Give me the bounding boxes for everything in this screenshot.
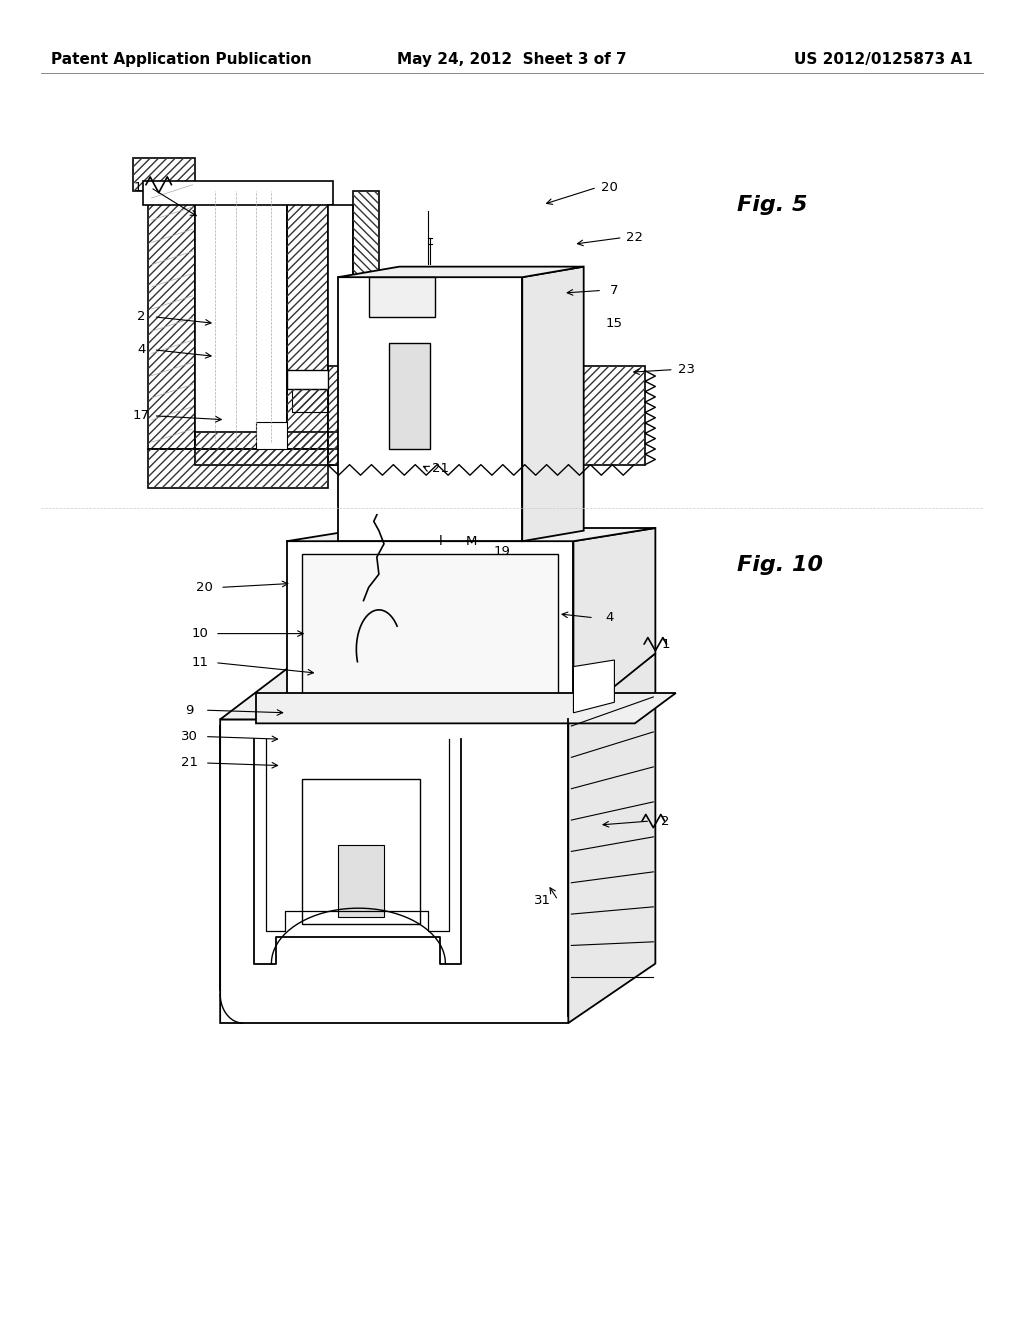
Polygon shape: [220, 719, 645, 1023]
Text: May 24, 2012  Sheet 3 of 7: May 24, 2012 Sheet 3 of 7: [397, 51, 627, 67]
FancyBboxPatch shape: [328, 205, 353, 449]
FancyBboxPatch shape: [143, 181, 333, 205]
Polygon shape: [287, 541, 573, 719]
FancyBboxPatch shape: [256, 422, 287, 449]
FancyBboxPatch shape: [338, 845, 384, 917]
Text: 7: 7: [610, 284, 618, 297]
Text: 17: 17: [133, 409, 150, 422]
Polygon shape: [522, 267, 584, 541]
Text: 22: 22: [627, 231, 643, 244]
Text: 4: 4: [605, 611, 613, 624]
Polygon shape: [338, 267, 584, 277]
Text: 19: 19: [494, 545, 510, 558]
Text: 11: 11: [191, 656, 208, 669]
Text: M: M: [465, 535, 477, 548]
Text: US 2012/0125873 A1: US 2012/0125873 A1: [794, 51, 973, 67]
Text: 2: 2: [662, 814, 670, 828]
Text: 1: 1: [134, 181, 142, 194]
Polygon shape: [573, 528, 655, 719]
Text: 21: 21: [181, 756, 198, 770]
Text: 31: 31: [535, 894, 551, 907]
FancyBboxPatch shape: [195, 191, 287, 449]
Text: 30: 30: [181, 730, 198, 743]
Text: 23: 23: [678, 363, 694, 376]
Text: 20: 20: [197, 581, 213, 594]
FancyBboxPatch shape: [369, 277, 435, 317]
Text: 21: 21: [432, 462, 449, 475]
FancyBboxPatch shape: [302, 779, 420, 924]
Polygon shape: [573, 660, 614, 713]
Text: Fig. 5: Fig. 5: [737, 194, 808, 215]
Text: l: l: [438, 535, 442, 548]
Text: 1: 1: [662, 638, 670, 651]
Text: 9: 9: [185, 704, 194, 717]
Text: Patent Application Publication: Patent Application Publication: [51, 51, 312, 67]
Polygon shape: [220, 653, 655, 719]
Text: 20: 20: [601, 181, 617, 194]
Polygon shape: [568, 653, 655, 1023]
FancyBboxPatch shape: [389, 343, 430, 449]
Text: 15: 15: [606, 317, 623, 330]
Polygon shape: [287, 370, 328, 389]
Polygon shape: [256, 693, 676, 723]
FancyBboxPatch shape: [302, 554, 558, 706]
Text: 10: 10: [191, 627, 208, 640]
Polygon shape: [287, 528, 655, 541]
Polygon shape: [338, 277, 522, 541]
Text: 4: 4: [137, 343, 145, 356]
Text: Fig. 10: Fig. 10: [737, 554, 823, 576]
Text: 2: 2: [137, 310, 145, 323]
